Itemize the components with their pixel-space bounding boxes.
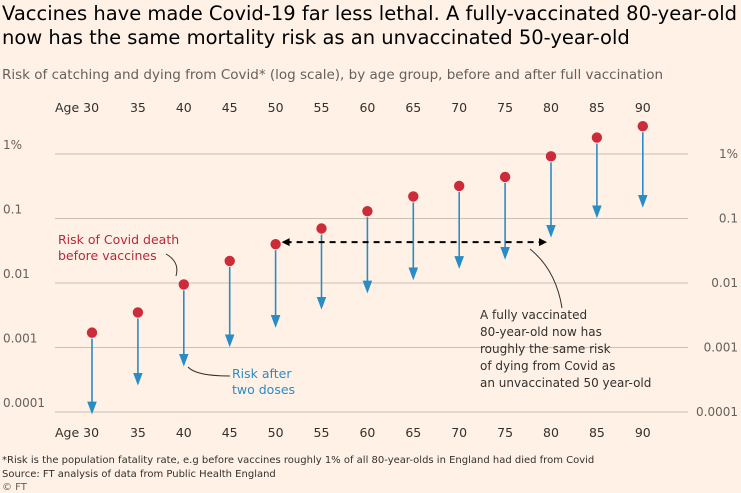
before-annotation-line2: before vaccines — [58, 248, 157, 263]
y-tick-label-left: 0.001 — [3, 332, 37, 346]
y-tick-label-left: 0.01 — [3, 267, 30, 281]
comparison-arrowhead-left — [281, 238, 290, 247]
x-tick-label-bottom: 55 — [314, 425, 330, 440]
x-tick-label-top: 75 — [497, 100, 513, 115]
before-vaccine-dot — [454, 180, 465, 192]
before-vaccine-dot — [270, 238, 281, 250]
chart-title: Vaccines have made Covid-19 far less let… — [2, 2, 738, 49]
before-vaccines-annotation: Risk of Covid death before vaccines — [58, 232, 179, 264]
x-tick-label-top: 80 — [543, 100, 559, 115]
source-line: Source: FT analysis of data from Public … — [2, 469, 276, 480]
before-vaccine-dot — [132, 307, 144, 318]
x-tick-label-bottom: 75 — [497, 425, 513, 440]
x-tick-label-top: Age 30 — [55, 100, 99, 115]
before-vaccine-dot — [408, 191, 419, 202]
x-tick-label-bottom: Age 30 — [55, 425, 99, 440]
x-tick-label-top: 90 — [635, 100, 651, 115]
y-tick-label-left: 1% — [3, 138, 22, 152]
x-tick-label-bottom: 90 — [635, 425, 651, 440]
y-tick-label-left: 0.1 — [3, 203, 22, 217]
note-line: A fully vaccinated — [480, 308, 588, 322]
x-tick-label-bottom: 35 — [130, 425, 146, 440]
x-tick-label-bottom: 45 — [222, 425, 238, 440]
chart-subtitle: Risk of catching and dying from Covid* (… — [2, 67, 664, 83]
note-line: an unvaccinated 50 year-old — [480, 376, 652, 390]
x-tick-label-bottom: 70 — [451, 425, 467, 440]
before-vaccine-dot — [637, 120, 648, 132]
after-two-doses-annotation: Risk after two doses — [232, 366, 295, 398]
x-tick-label-top: 60 — [359, 100, 375, 115]
x-tick-label-bottom: 85 — [589, 425, 605, 440]
x-tick-label-top: 70 — [451, 100, 467, 115]
before-vaccine-dot — [591, 132, 603, 143]
y-tick-label-left: 0.0001 — [3, 396, 45, 410]
before-vaccine-dot — [86, 327, 98, 338]
y-tick-label-right: 0.01 — [711, 276, 738, 290]
footnote: *Risk is the population fatality rate, e… — [2, 455, 595, 466]
chart-area: 0.0001 0.0001 0.001 0.001 0.01 0.01 0.1 0.1 1% 1%… — [3, 100, 738, 440]
before-annotation-line1: Risk of Covid death — [58, 232, 180, 247]
before-vaccine-dot — [545, 151, 557, 162]
x-tick-label-bottom: 65 — [405, 425, 421, 440]
note-line: roughly the same risk — [480, 342, 611, 356]
y-tick-label-right: 0.0001 — [696, 405, 738, 419]
x-tick-label-top: 55 — [314, 100, 330, 115]
comparison-arrowhead-right — [539, 238, 547, 247]
after-leader-line — [187, 366, 231, 377]
y-tick-label-right: 0.1 — [719, 212, 738, 226]
x-tick-label-top: 45 — [222, 100, 238, 115]
x-tick-label-top: 50 — [268, 100, 284, 115]
note-line: 80-year-old now has — [480, 325, 602, 339]
comparison-note: A fully vaccinated 80-year-old now has r… — [480, 307, 651, 392]
x-tick-label-top: 85 — [589, 100, 605, 115]
before-vaccine-dot — [316, 223, 327, 234]
x-tick-label-bottom: 50 — [268, 425, 284, 440]
note-line: of dying from Covid as — [480, 359, 616, 373]
before-vaccine-dot — [499, 171, 511, 183]
x-tick-label-top: 40 — [176, 100, 192, 115]
x-tick-label-top: 35 — [130, 100, 146, 115]
note-leader-line — [529, 248, 563, 309]
y-tick-label-right: 1% — [719, 147, 738, 161]
x-tick-label-top: 65 — [405, 100, 421, 115]
before-vaccine-dot — [178, 279, 189, 290]
before-vaccine-dot — [362, 205, 373, 217]
x-tick-label-bottom: 40 — [176, 425, 192, 440]
after-annotation-line2: two doses — [232, 382, 296, 397]
after-annotation-line1: Risk after — [232, 366, 292, 381]
y-tick-label-right: 0.001 — [704, 341, 738, 355]
x-tick-label-bottom: 60 — [359, 425, 375, 440]
x-tick-label-bottom: 80 — [543, 425, 559, 440]
before-vaccine-dot — [224, 255, 235, 267]
before-leader-line — [165, 253, 178, 277]
